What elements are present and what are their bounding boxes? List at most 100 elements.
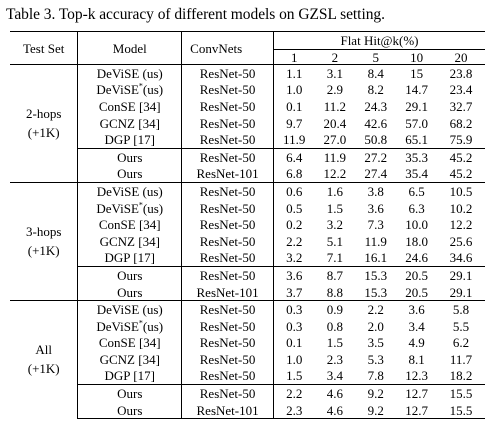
value-cell: 2.2	[286, 233, 303, 249]
header-k-row: 1 2 5 10 20	[10, 49, 485, 65]
model-name: DeViSE (us)	[96, 183, 163, 199]
value-cell: 3.2	[326, 217, 343, 233]
value-cell: 23.4	[449, 82, 473, 98]
value-cell: 5.8	[437, 300, 485, 318]
value-cell: 27.4	[364, 166, 388, 182]
value-cell: 11.2	[323, 98, 346, 114]
header-row: Test Set Model ConvNets Flat Hit@k(%)	[10, 31, 485, 65]
convnet-cell: ResNet-50	[181, 334, 274, 352]
value-cell: 2.2	[273, 384, 315, 402]
model-cell: DeViSE*(us)	[77, 81, 183, 99]
value-cell: 2.2	[355, 300, 397, 318]
convnet-cell: ResNet-50	[181, 131, 274, 149]
model-name: Ours	[117, 166, 143, 182]
convnet-cell: ResNet-50	[181, 232, 274, 250]
value-cell: 1.5	[326, 335, 343, 351]
model-cell: ConSE [34]	[77, 334, 183, 352]
value-cell: 10.0	[405, 217, 428, 233]
header-test-set: Test Set	[10, 31, 79, 65]
value-cell: 9.2	[355, 384, 397, 402]
model-name: DeViSE	[96, 200, 139, 216]
model-name: DeViSE (us)	[96, 302, 163, 318]
value-cell: 9.7	[286, 115, 303, 131]
model-name: Ours	[117, 149, 143, 165]
value-cell: 0.2	[286, 217, 303, 233]
value-cell: 65.1	[405, 132, 428, 148]
header-k-5: 5	[355, 49, 397, 65]
header-convnets: ConvNets	[181, 31, 274, 65]
convnet-cell: ResNet-50	[181, 81, 274, 99]
test-set-cell: 2-hops (+1K)	[10, 63, 79, 183]
model-name: ConSE [34]	[98, 98, 161, 114]
header-model: Model	[77, 31, 183, 65]
value-cell: 7.3	[367, 217, 384, 233]
value-cell: 3.6	[396, 300, 438, 318]
value-cell: 12.3	[405, 368, 428, 384]
model-star-marker: *	[138, 82, 143, 92]
model-cell: DGP [17]	[77, 249, 183, 267]
value-cell: 18.2	[449, 368, 473, 384]
header-k-1: 1	[273, 49, 315, 65]
convnet-cell: ResNet-50	[181, 63, 274, 82]
value-cell: 75.9	[449, 132, 473, 148]
model-cell: DeViSE (us)	[77, 182, 183, 200]
value-cell: 8.7	[314, 266, 356, 284]
value-cell: 27.2	[355, 147, 397, 166]
value-cell: 2.9	[326, 82, 343, 98]
test-set-name: 3-hops	[25, 223, 62, 239]
model-name: Ours	[117, 267, 143, 283]
value-cell: 4.9	[408, 335, 425, 351]
value-cell: 24.6	[405, 250, 428, 266]
value-cell: 8.4	[355, 63, 397, 82]
table-row: DeViSE*(us) ResNet-50 0.5 1.5 3.6 6.3 10.2	[10, 199, 485, 217]
value-cell: 12.2	[449, 217, 473, 233]
value-cell: 7.1	[326, 250, 343, 266]
model-cell: Ours	[77, 147, 183, 166]
table-row: ConSE [34] ResNet-50 0.1 11.2 24.3 29.1 32.7	[10, 98, 485, 115]
convnet-cell: ResNet-50	[181, 384, 274, 402]
value-cell: 20.4	[323, 115, 347, 131]
value-cell: 0.6	[273, 182, 315, 200]
model-name: GCNZ [34]	[99, 351, 160, 367]
table-row: DeViSE*(us) ResNet-50 0.3 0.8 2.0 3.4 5.5	[10, 317, 485, 335]
model-star-marker: *	[138, 318, 143, 328]
value-cell: 12.7	[396, 401, 438, 420]
header-k-20: 20	[437, 49, 485, 65]
table-row: All (+1K) DeViSE (us) ResNet-50 0.3 0.9 2.2 3.6…	[10, 300, 485, 419]
model-cell: Ours	[77, 266, 183, 284]
value-cell: 0.1	[286, 335, 303, 351]
value-cell: 6.4	[273, 147, 315, 166]
value-cell: 3.4	[326, 368, 343, 384]
table-row: 3-hops (+1K) DeViSE (us) ResNet-50 0.6 1.6 3.8…	[10, 182, 485, 301]
convnet-cell: ResNet-50	[181, 199, 274, 217]
value-cell: 10.2	[449, 200, 473, 216]
value-cell: 6.8	[286, 166, 303, 182]
model-suffix: (us)	[142, 82, 164, 98]
value-cell: 3.1	[314, 63, 356, 82]
value-cell: 11.9	[314, 147, 356, 166]
value-cell: 2.3	[273, 401, 315, 420]
value-cell: 0.9	[314, 300, 356, 318]
model-name: DeViSE	[96, 82, 139, 98]
value-cell: 1.6	[314, 182, 356, 200]
convnet-cell: ResNet-50	[181, 182, 274, 200]
model-cell: DeViSE (us)	[77, 300, 183, 318]
model-name: Ours	[117, 402, 143, 418]
model-cell: Ours	[77, 283, 183, 301]
value-cell: 8.1	[408, 351, 425, 367]
value-cell: 68.2	[449, 115, 473, 131]
value-cell: 29.1	[405, 98, 428, 114]
test-set-name: 2-hops	[25, 105, 62, 121]
model-cell: Ours	[77, 401, 183, 420]
convnet-cell: ResNet-50	[181, 351, 274, 368]
value-cell: 35.4	[405, 166, 428, 182]
convnet-cell: ResNet-50	[181, 249, 274, 267]
model-cell: GCNZ [34]	[77, 351, 183, 368]
value-cell: 15.5	[437, 401, 485, 420]
model-cell: ConSE [34]	[77, 98, 183, 115]
value-cell: 5.5	[452, 318, 470, 334]
test-set-extra: (+1K)	[27, 361, 60, 377]
model-suffix: (us)	[142, 200, 164, 216]
value-cell: 9.2	[355, 401, 397, 420]
model-cell: DGP [17]	[77, 131, 183, 149]
